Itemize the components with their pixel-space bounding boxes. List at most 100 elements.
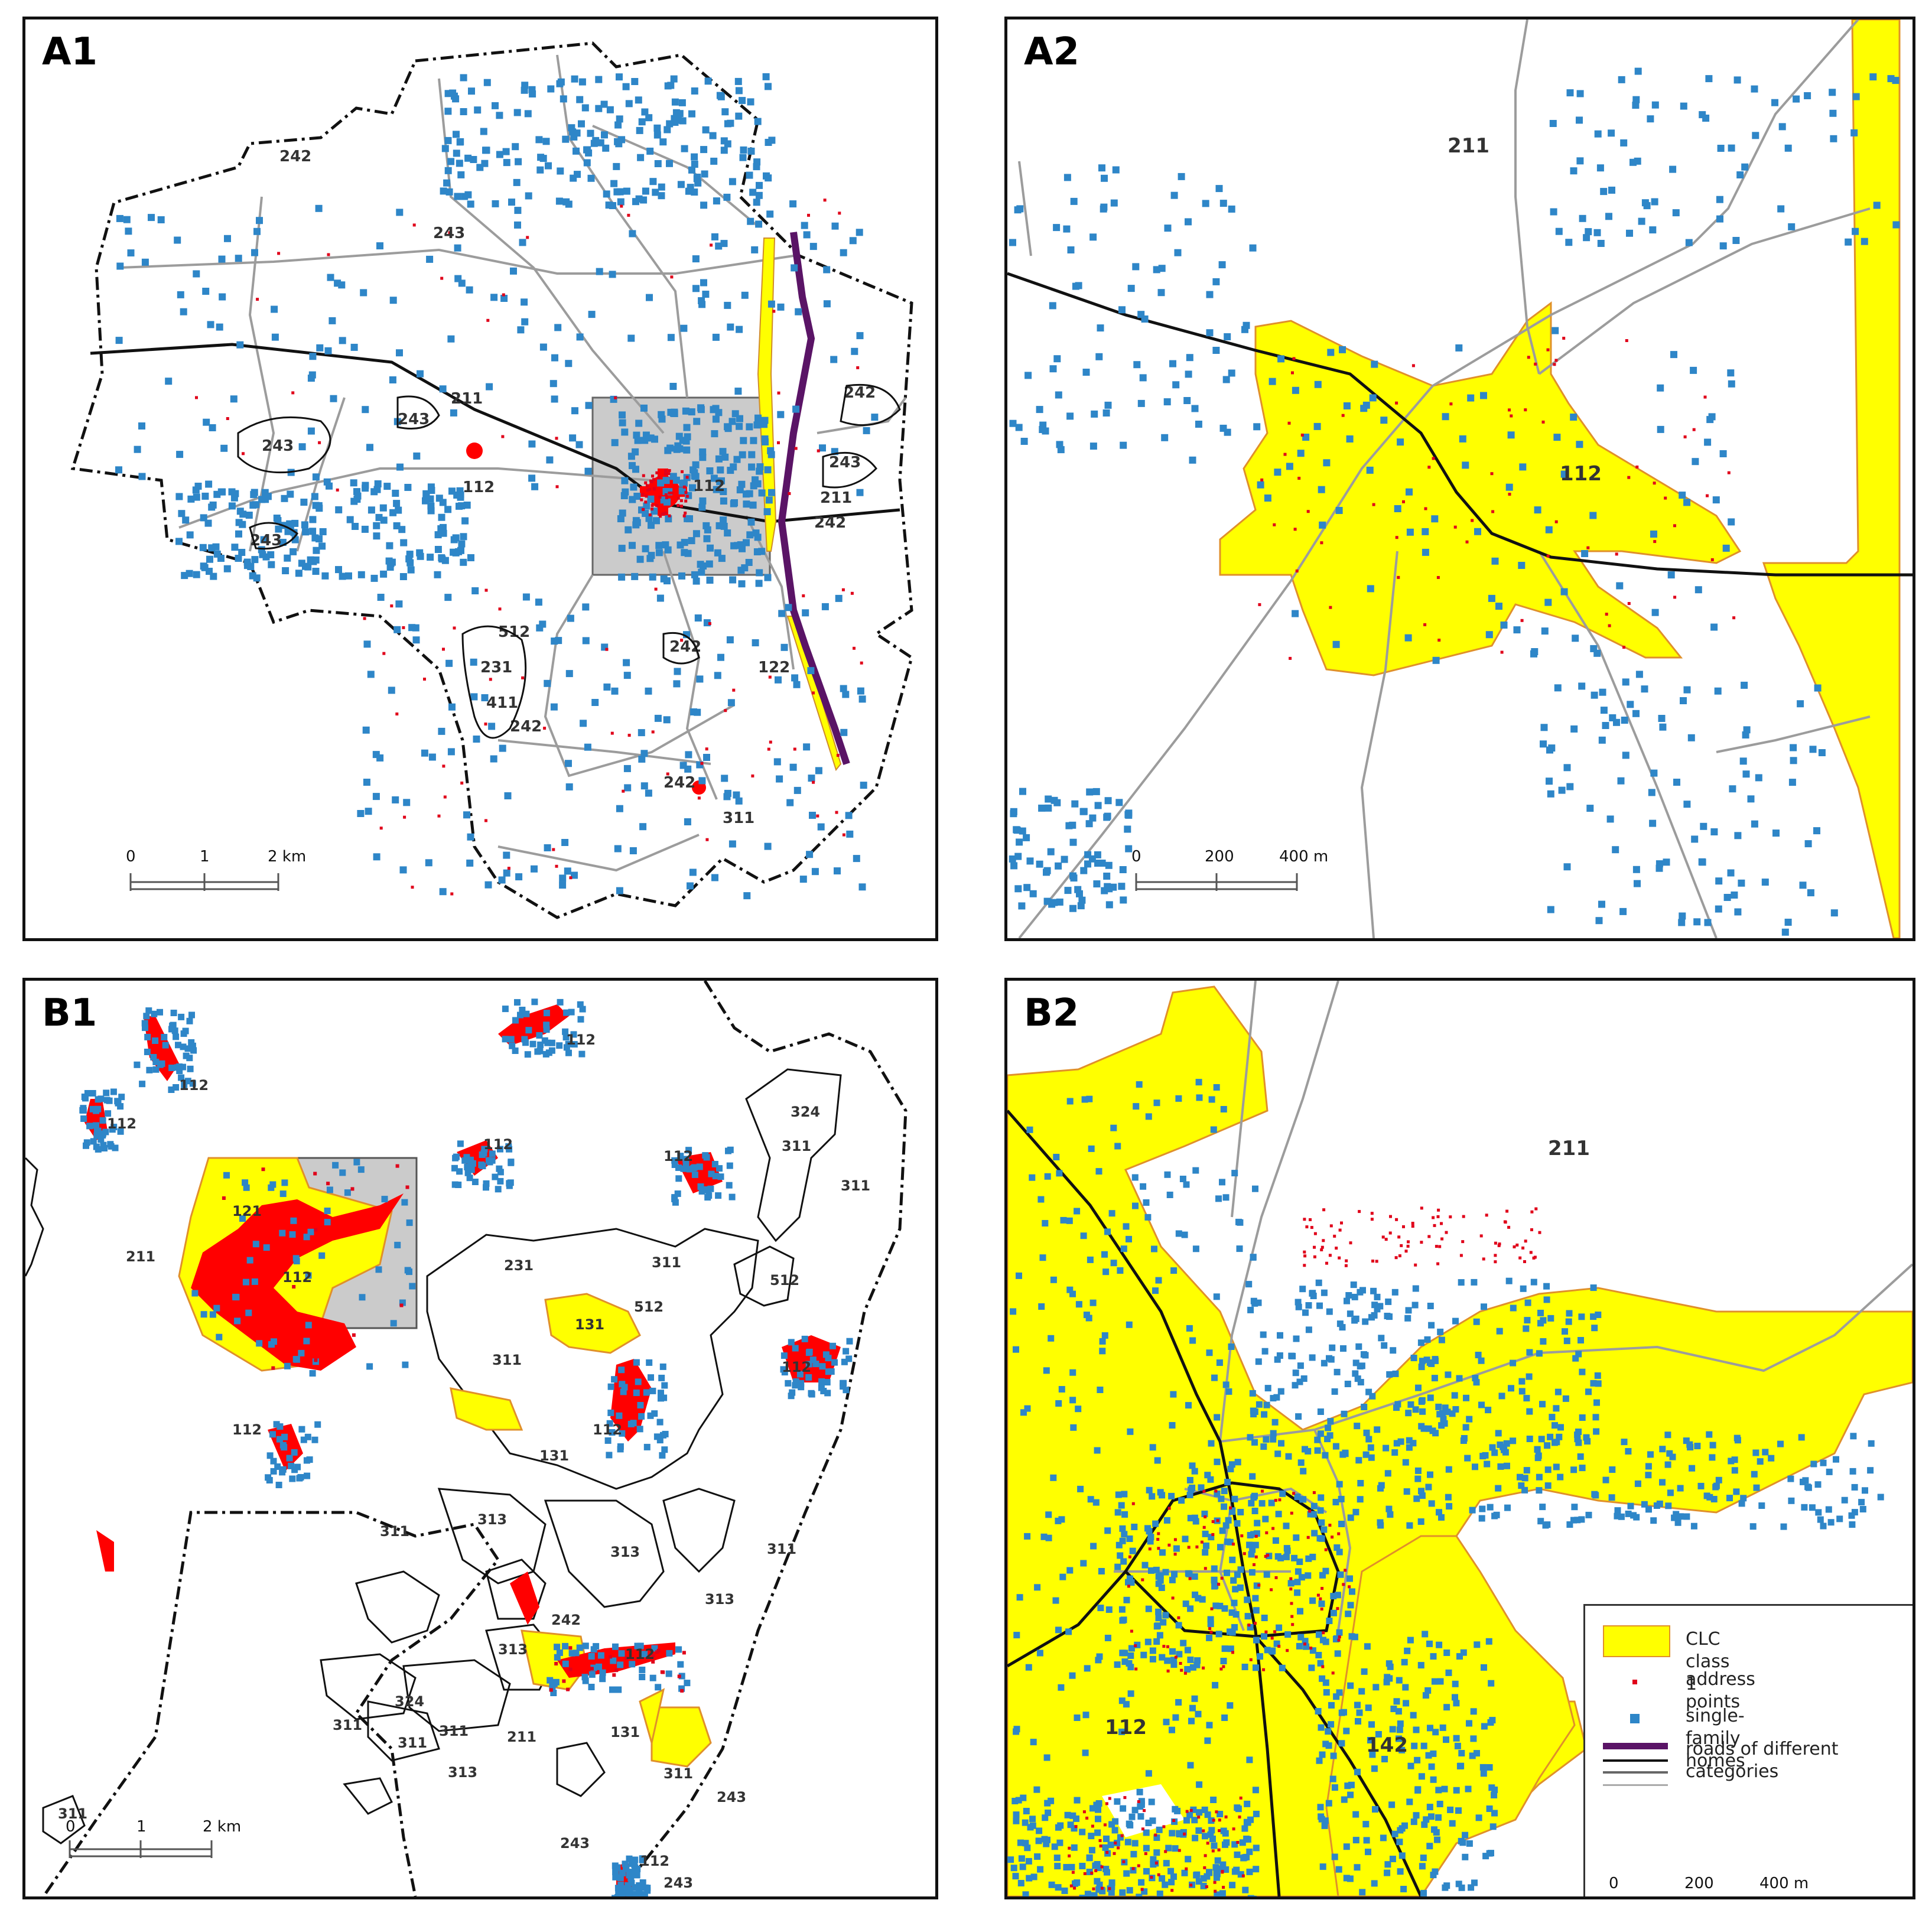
home-point	[1557, 1473, 1564, 1481]
home-point	[1168, 1879, 1175, 1886]
scale-tick: 200	[1205, 848, 1234, 866]
home-point	[1297, 1608, 1303, 1615]
home-point	[741, 291, 749, 299]
home-point	[649, 573, 656, 581]
address-point	[664, 511, 668, 515]
address-point	[1215, 1810, 1218, 1814]
home-point	[1352, 1315, 1359, 1322]
home-point	[1287, 1580, 1294, 1587]
home-point	[1082, 369, 1090, 376]
address-point	[655, 504, 659, 507]
address-point	[1344, 1264, 1348, 1267]
home-point	[1784, 919, 1792, 926]
home-point	[396, 209, 404, 216]
address-point	[1068, 1854, 1071, 1857]
home-point	[479, 1151, 486, 1158]
home-point	[180, 308, 187, 315]
home-point	[1365, 1704, 1372, 1712]
home-point	[1622, 678, 1629, 686]
home-point	[1124, 811, 1132, 818]
home-point	[394, 1241, 401, 1248]
address-point	[1183, 1671, 1187, 1675]
home-point	[187, 1065, 194, 1072]
home-point	[1352, 1508, 1359, 1515]
home-point	[157, 1061, 164, 1068]
home-point	[673, 680, 681, 688]
home-point	[481, 1146, 488, 1153]
home-point	[601, 643, 609, 651]
home-point	[471, 1179, 479, 1185]
home-point	[562, 1660, 569, 1667]
home-point	[1035, 1837, 1042, 1844]
home-point	[1183, 1181, 1190, 1188]
home-point	[691, 153, 698, 161]
home-point	[386, 542, 393, 549]
address-point	[1156, 1538, 1160, 1541]
address-point	[1518, 1256, 1522, 1260]
home-point	[1562, 1395, 1569, 1402]
home-point	[1422, 1692, 1429, 1699]
home-point	[632, 1884, 639, 1891]
home-point	[1534, 506, 1541, 514]
home-point	[1153, 1566, 1160, 1573]
home-point	[749, 501, 757, 509]
address-point	[1395, 536, 1398, 539]
home-point	[543, 1021, 550, 1029]
home-point	[481, 694, 489, 701]
address-point	[1381, 1235, 1385, 1239]
home-point	[1518, 1388, 1526, 1395]
home-point	[1430, 1653, 1437, 1660]
home-point	[1389, 1726, 1396, 1733]
home-point	[1799, 881, 1807, 889]
home-point	[590, 139, 598, 147]
home-point	[1570, 725, 1578, 733]
address-point	[708, 622, 711, 625]
home-point	[1069, 838, 1077, 846]
home-point	[1124, 825, 1131, 833]
home-point	[1680, 102, 1687, 110]
home-point	[1294, 1579, 1301, 1586]
home-point	[1104, 1228, 1111, 1235]
home-point	[452, 1154, 459, 1162]
home-point	[1300, 1375, 1307, 1382]
home-point	[1246, 1848, 1253, 1855]
home-point	[1463, 1394, 1469, 1401]
home-point	[743, 500, 750, 508]
home-point	[1264, 1385, 1271, 1392]
home-point	[1762, 1449, 1769, 1456]
home-point	[1489, 1444, 1496, 1451]
home-point	[1545, 526, 1553, 533]
home-point	[756, 569, 763, 577]
home-point	[1716, 215, 1723, 223]
address-point	[566, 1687, 570, 1691]
home-point	[381, 1196, 388, 1203]
address-point	[1254, 1555, 1258, 1559]
home-point	[1208, 1096, 1215, 1103]
home-point	[809, 243, 817, 250]
home-point	[1687, 734, 1695, 741]
home-point	[615, 1686, 622, 1693]
address-point	[793, 747, 796, 751]
home-point	[1286, 463, 1293, 470]
address-point	[1308, 1509, 1312, 1513]
home-point	[1820, 1522, 1827, 1530]
home-point	[1352, 1837, 1359, 1844]
address-point	[644, 481, 648, 484]
home-point	[641, 108, 649, 116]
home-point	[245, 1309, 252, 1316]
home-point	[1346, 1310, 1354, 1317]
home-point	[1334, 1650, 1341, 1657]
home-point	[286, 1455, 293, 1462]
home-point	[236, 341, 244, 349]
home-point	[1214, 1891, 1221, 1896]
home-point	[1540, 724, 1548, 731]
home-point	[694, 708, 701, 716]
home-point	[1293, 1534, 1300, 1541]
home-point	[1012, 1873, 1019, 1880]
home-point	[402, 1361, 409, 1368]
home-point	[406, 1219, 413, 1226]
home-point	[1566, 1521, 1573, 1528]
home-point	[1165, 1844, 1172, 1852]
home-point	[1144, 1525, 1151, 1532]
home-point	[1715, 877, 1723, 885]
